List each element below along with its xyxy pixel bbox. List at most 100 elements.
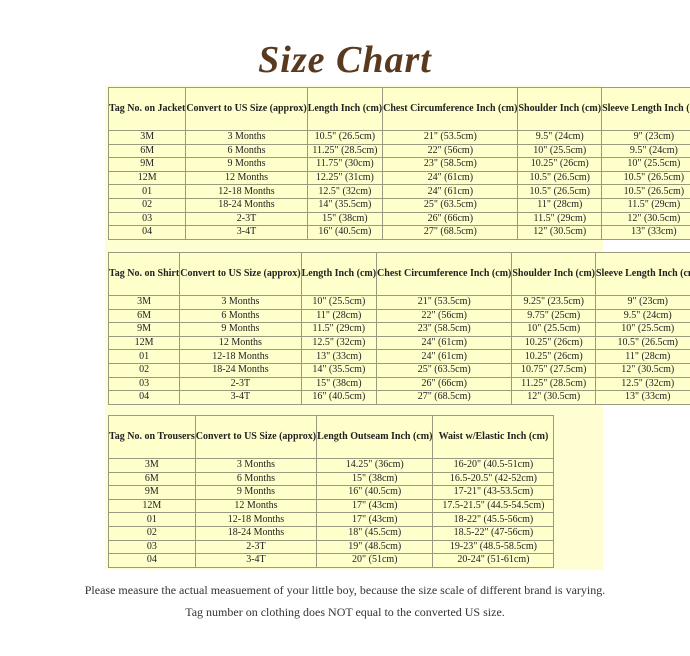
table-row: 01 12-18 Months 17" (43cm) 18-22" (45.5-56c… <box>108 512 555 527</box>
table-cell: 18-24 Months <box>194 525 318 541</box>
table-cell: 17-21" (43-53.5cm) <box>432 485 555 500</box>
table-cell: 10" (25.5cm) <box>517 143 603 159</box>
table-cell: 01 <box>108 512 196 527</box>
table-cell: 19" (48.5cm) <box>316 539 434 555</box>
table-cell: 10.5" (26.5cm) <box>601 170 690 186</box>
table-header-row: Tag No. on Jacket Convert to US Size (app… <box>107 87 690 131</box>
table-cell: 11" (28cm) <box>300 308 378 324</box>
table-cell: 10.25" (26cm) <box>517 157 603 172</box>
table-cell: 12" (30.5cm) <box>601 211 690 227</box>
table-cell: 12 Months <box>179 335 302 351</box>
table-cell: 11.25" (28.5cm) <box>306 143 384 159</box>
table-cell: 04 <box>107 390 181 405</box>
table-cell: 24" (61cm) <box>376 335 513 351</box>
table-cell: 12-18 Months <box>185 184 308 199</box>
column-header: Convert to US Size (approx) <box>185 87 308 131</box>
table-cell: 12 Months <box>194 498 318 514</box>
table-cell: 12.5" (32cm) <box>594 376 690 392</box>
table-cell: 10.5" (26.5cm) <box>517 170 603 186</box>
table-cell: 04 <box>108 553 196 568</box>
table-cell: 9" (23cm) <box>601 130 690 145</box>
table-cell: 12M <box>107 335 181 351</box>
table-cell: 12" (30.5cm) <box>594 362 690 378</box>
table-cell: 12.25" (31cm) <box>306 170 384 186</box>
table-cell: 9M <box>107 157 187 172</box>
table-row: 02 18-24 Months 18" (45.5cm) 18.5-22" (47-5… <box>108 525 555 541</box>
column-header: Tag No. on Shirt <box>107 252 181 296</box>
table-cell: 11.75" (30cm) <box>306 157 384 172</box>
table-cell: 9.5" (24cm) <box>517 130 603 145</box>
table-row: 6M 6 Months 15" (38cm) 16.5-20.5" (42-52cm) <box>108 471 555 487</box>
table-row: 04 3-4T 16" (40.5cm) 27" (68.5cm) 12" (30.5c… <box>107 225 690 240</box>
table-cell: 22" (56cm) <box>382 143 519 159</box>
table-cell: 16-20" (40.5-51cm) <box>432 458 555 473</box>
table-cell: 3 Months <box>179 295 302 310</box>
table-cell: 18-24 Months <box>185 197 308 213</box>
table-cell: 26" (66cm) <box>376 376 513 392</box>
table-cell: 10.5" (26.5cm) <box>594 335 690 351</box>
table-cell: 27" (68.5cm) <box>376 390 513 405</box>
table-cell: 9M <box>107 322 181 337</box>
table-cell: 12 Months <box>185 170 308 186</box>
table-cell: 2-3T <box>185 211 308 227</box>
column-header: Length Inch (cm) <box>306 87 384 131</box>
table-cell: 20" (51cm) <box>316 553 434 568</box>
table-cell: 6M <box>107 308 181 324</box>
table-cell: 16" (40.5cm) <box>300 390 378 405</box>
table-cell: 18.5-22" (47-56cm) <box>432 525 555 541</box>
table-cell: 23" (58.5cm) <box>376 322 513 337</box>
table-row: 3M 3 Months 10" (25.5cm) 21" (53.5cm) 9.25" … <box>107 295 690 310</box>
jacket-size-table: Tag No. on Jacket Convert to US Size (app… <box>107 87 690 240</box>
column-header: Waist w/Elastic Inch (cm) <box>432 415 555 459</box>
table-row: 04 3-4T 20" (51cm) 20-24" (51-61cm) <box>108 553 555 568</box>
column-header: Length Inch (cm) <box>300 252 378 296</box>
table-header-row: Tag No. on Shirt Convert to US Size (appr… <box>107 252 690 296</box>
table-cell: 3M <box>108 458 196 473</box>
table-cell: 27" (68.5cm) <box>382 225 519 240</box>
table-cell: 14.25" (36cm) <box>316 458 434 473</box>
table-header-row: Tag No. on Trousers Convert to US Size (a… <box>108 415 555 459</box>
table-cell: 12M <box>108 498 196 514</box>
table-cell: 12" (30.5cm) <box>517 225 603 240</box>
table-row: 12M 12 Months 12.5" (32cm) 24" (61cm) 10.25"… <box>107 335 690 351</box>
table-cell: 10.5" (26.5cm) <box>517 184 603 199</box>
table-cell: 11.5" (29cm) <box>300 322 378 337</box>
column-header: Length Outseam Inch (cm) <box>316 415 434 459</box>
table-cell: 01 <box>107 349 181 364</box>
table-cell: 19-23" (48.5-58.5cm) <box>432 539 555 555</box>
table-row: 01 12-18 Months 12.5" (32cm) 24" (61cm) 10.5… <box>107 184 690 199</box>
table-cell: 18" (45.5cm) <box>316 525 434 541</box>
table-cell: 2-3T <box>179 376 302 392</box>
table-cell: 17" (43cm) <box>316 498 434 514</box>
table-cell: 14" (35.5cm) <box>306 197 384 213</box>
table-row: 9M 9 Months 11.75" (30cm) 23" (58.5cm) 10.25… <box>107 157 690 172</box>
column-header: Tag No. on Jacket <box>107 87 187 131</box>
table-cell: 24" (61cm) <box>382 170 519 186</box>
table-row: 02 18-24 Months 14" (35.5cm) 25" (63.5cm) 11… <box>107 197 690 213</box>
table-cell: 6 Months <box>194 471 318 487</box>
table-cell: 9" (23cm) <box>594 295 690 310</box>
table-row: 9M 9 Months 11.5" (29cm) 23" (58.5cm) 10" (2… <box>107 322 690 337</box>
table-cell: 20-24" (51-61cm) <box>432 553 555 568</box>
table-cell: 9 Months <box>179 322 302 337</box>
column-header: Tag No. on Trousers <box>108 415 196 459</box>
table-cell: 13" (33cm) <box>601 225 690 240</box>
table-cell: 10" (25.5cm) <box>594 322 690 337</box>
column-header: Sleeve Length Inch (cm) <box>601 87 690 131</box>
table-cell: 15" (38cm) <box>306 211 384 227</box>
table-row: 6M 6 Months 11" (28cm) 22" (56cm) 9.75" (25c… <box>107 308 690 324</box>
table-cell: 03 <box>108 539 196 555</box>
column-header: Chest Circumference Inch (cm) <box>376 252 513 296</box>
table-cell: 2-3T <box>194 539 318 555</box>
table-row: 3M 3 Months 14.25" (36cm) 16-20" (40.5-51cm… <box>108 458 555 473</box>
table-cell: 17.5-21.5" (44.5-54.5cm) <box>432 498 555 514</box>
table-cell: 16" (40.5cm) <box>316 485 434 500</box>
table-cell: 11.5" (29cm) <box>517 211 603 227</box>
table-cell: 03 <box>107 211 187 227</box>
table-cell: 12M <box>107 170 187 186</box>
table-row: 01 12-18 Months 13" (33cm) 24" (61cm) 10.25"… <box>107 349 690 364</box>
table-cell: 21" (53.5cm) <box>382 130 519 145</box>
table-cell: 9.25" (23.5cm) <box>511 295 596 310</box>
table-cell: 18-22" (45.5-56cm) <box>432 512 555 527</box>
table-cell: 3M <box>107 295 181 310</box>
